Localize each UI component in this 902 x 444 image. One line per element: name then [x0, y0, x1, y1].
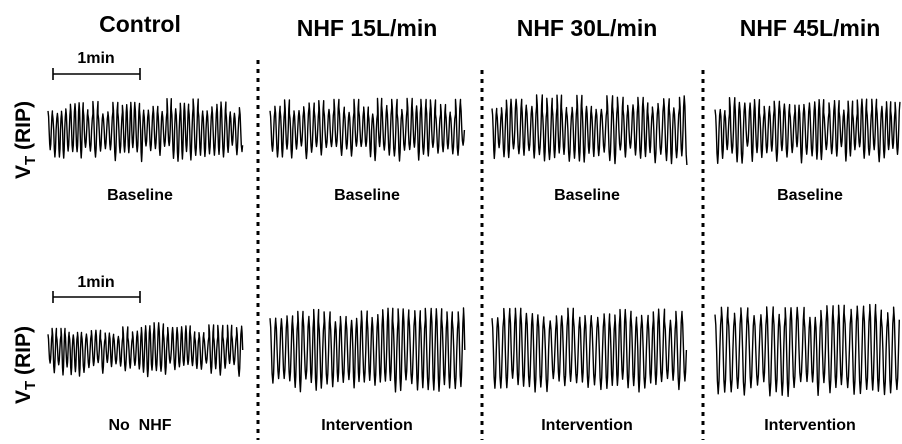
- y-axis-label-top: VT (RIP): [12, 101, 39, 179]
- panel-label-intervention: Intervention: [321, 417, 413, 434]
- trace-intervention-4: [47, 322, 244, 378]
- y-axis-label-main: V: [12, 165, 35, 179]
- column-title-nhf-30: NHF 30L/min: [517, 15, 658, 41]
- scale-bar-top: 1min: [52, 50, 141, 80]
- y-axis-label-main: V: [12, 390, 35, 404]
- svg-text:VT (RIP): VT (RIP): [12, 101, 39, 179]
- trace-baseline-0: [47, 98, 244, 163]
- panel-label-intervention: Intervention: [541, 417, 633, 434]
- panel-label-intervention: Intervention: [764, 417, 856, 434]
- column-title-control: Control: [99, 11, 181, 37]
- trace-intervention-5: [269, 307, 466, 393]
- scale-bar-label: 1min: [77, 274, 114, 291]
- trace-baseline-2: [491, 94, 688, 166]
- trace-baseline-1: [269, 97, 466, 162]
- trace-baseline-3: [714, 97, 901, 164]
- y-axis-label-sub: T: [22, 381, 39, 390]
- y-axis-label-bottom: VT (RIP): [12, 326, 39, 404]
- column-title-nhf-45: NHF 45L/min: [740, 15, 881, 41]
- scale-bar-bottom: 1min: [52, 274, 141, 303]
- scale-bar-label: 1min: [77, 50, 114, 67]
- svg-text:VT (RIP): VT (RIP): [12, 326, 39, 404]
- panel-label-baseline: Baseline: [554, 187, 620, 204]
- trace-intervention-6: [491, 307, 688, 393]
- panel-label-baseline: Baseline: [777, 187, 843, 204]
- y-axis-label-suffix: (RIP): [12, 101, 35, 156]
- trace-intervention-7: [714, 303, 900, 398]
- panel-label-baseline: Baseline: [334, 187, 400, 204]
- column-title-nhf-15: NHF 15L/min: [297, 15, 438, 41]
- panel-label-intervention: No NHF: [108, 417, 171, 434]
- trace-group: [47, 94, 901, 398]
- panel-label-baseline: Baseline: [107, 187, 173, 204]
- y-axis-label-suffix: (RIP): [12, 326, 35, 381]
- row-label-group: Baseline Baseline Baseline Baseline No NHF In…: [107, 187, 856, 434]
- y-axis-label-sub: T: [22, 156, 39, 165]
